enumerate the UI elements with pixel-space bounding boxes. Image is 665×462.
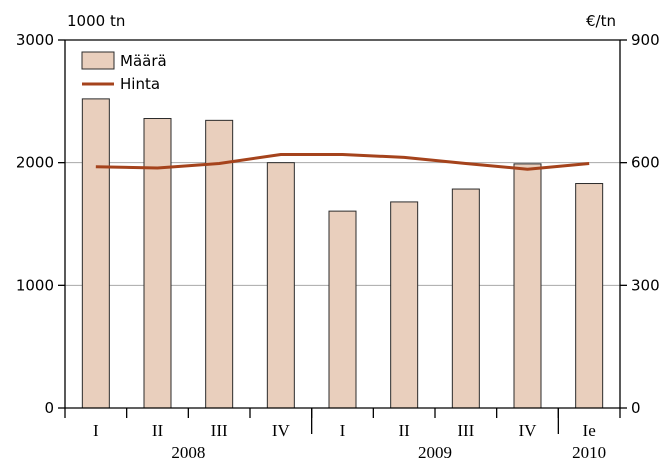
x-category-label-4: IV <box>272 421 291 440</box>
x-group-label-2010: 2010 <box>572 443 606 462</box>
x-group-label-2009: 2009 <box>418 443 452 462</box>
left-tick-label-0: 0 <box>44 399 54 417</box>
right-unit-label: €/tn <box>586 12 616 30</box>
left-axis-ticks: 0 1000 2000 3000 <box>16 31 65 417</box>
bars <box>81 98 604 409</box>
x-category-label-1: I <box>93 421 99 440</box>
x-category-label-6: II <box>399 421 411 440</box>
bar-7 <box>451 188 480 409</box>
right-tick-label-300: 300 <box>631 276 660 294</box>
bar-3 <box>205 119 234 409</box>
right-tick-label-0: 0 <box>631 399 641 417</box>
x-category-label-7: III <box>457 421 474 440</box>
axes <box>64 39 621 409</box>
legend: Määrä Hinta <box>81 51 167 93</box>
right-tick-label-900: 900 <box>631 31 660 49</box>
bar-1 <box>81 98 110 409</box>
left-tick-label-3000: 3000 <box>16 31 54 49</box>
left-tick-label-1000: 1000 <box>16 276 54 294</box>
x-group-label-2008: 2008 <box>171 443 205 462</box>
right-axis-ticks: 0 300 600 900 <box>620 31 660 417</box>
bar-8 <box>513 163 542 409</box>
bar-4 <box>266 162 295 409</box>
x-category-label-9: Ie <box>583 421 596 440</box>
left-tick-label-2000: 2000 <box>16 154 54 172</box>
left-unit-label: 1000 tn <box>67 12 125 30</box>
bar-2 <box>143 118 172 409</box>
x-axis-groups: 2008 2009 2010 <box>171 408 606 462</box>
legend-swatch-maara <box>81 51 115 70</box>
bar-6 <box>390 201 419 409</box>
right-tick-label-600: 600 <box>631 154 660 172</box>
x-category-label-2: II <box>152 421 164 440</box>
x-category-label-3: III <box>211 421 228 440</box>
legend-label-hinta: Hinta <box>120 75 160 93</box>
x-category-label-5: I <box>340 421 346 440</box>
price-line <box>95 152 590 171</box>
hinta-line <box>95 152 590 171</box>
x-category-label-8: IV <box>519 421 538 440</box>
bar-9 <box>575 183 604 409</box>
bar-5 <box>328 210 357 409</box>
legend-label-maara: Määrä <box>120 52 167 70</box>
x-axis-categories: I II III IV I II III IV Ie <box>64 408 621 440</box>
